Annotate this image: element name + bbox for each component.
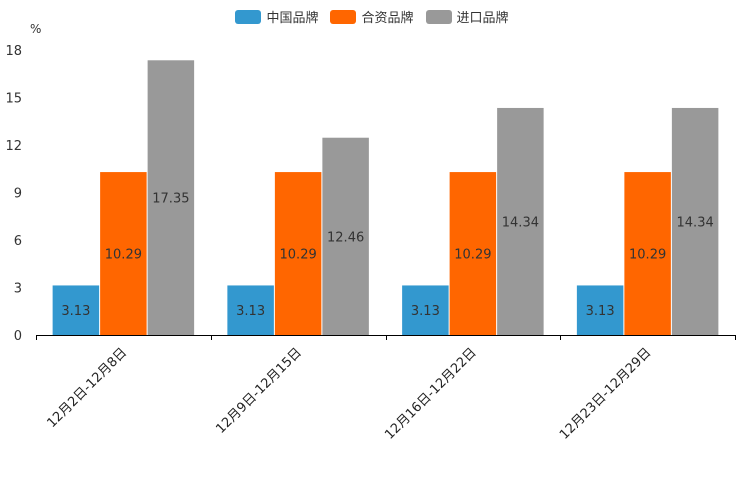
y-axis-unit: % [30,22,42,36]
x-tick-label: 12月9日-12月15日 [213,345,305,437]
bar-value-label: 14.34 [502,215,539,230]
bar [227,285,274,335]
legend-swatch-jv [330,9,357,24]
bar [322,137,369,335]
y-tick-label: 0 [14,329,22,344]
bar-value-label: 10.29 [105,248,142,263]
legend-item-china[interactable]: 中国品牌 [235,7,318,26]
legend-item-jv[interactable]: 合资品牌 [330,7,414,26]
bar [402,285,449,335]
bar-value-label: 12.46 [327,230,364,245]
y-tick-label: 9 [14,187,22,202]
x-tick-label: 12月23日-12月29日 [557,345,654,442]
bar [147,60,195,336]
bar [100,172,147,335]
legend-label-import: 进口品牌 [456,11,509,26]
bar [52,285,100,335]
bar [449,172,497,335]
legend-swatch-import [425,9,452,24]
bar [671,107,719,335]
bar-value-label: 10.29 [454,248,491,263]
bar-value-label: 14.34 [677,215,714,230]
bar-value-label: 17.35 [152,192,189,207]
bar [274,172,322,335]
bar [576,285,624,335]
bar-value-label: 3.13 [61,304,90,319]
x-tick-label: 12月16日-12月22日 [382,345,479,442]
y-tick-label: 15 [5,92,22,107]
y-tick-label: 6 [14,234,22,249]
y-tick-label: 18 [5,44,22,59]
legend-label-china: 中国品牌 [266,11,319,26]
bar-value-label: 3.13 [586,304,615,319]
bar [497,107,544,335]
bar [624,172,671,335]
bar-value-label: 3.13 [236,304,265,319]
y-tick-label: 12 [5,139,22,154]
bar-value-label: 10.29 [280,248,317,263]
y-tick-label: 3 [14,282,22,297]
x-tick-label: 12月2日-12月8日 [44,345,130,431]
legend: 中国品牌 合资品牌 进口品牌 [0,7,744,26]
legend-label-jv: 合资品牌 [361,11,414,26]
legend-item-import[interactable]: 进口品牌 [425,7,509,26]
bar-value-label: 10.29 [629,248,666,263]
bar-value-label: 3.13 [411,304,440,319]
legend-swatch-china [235,9,262,24]
